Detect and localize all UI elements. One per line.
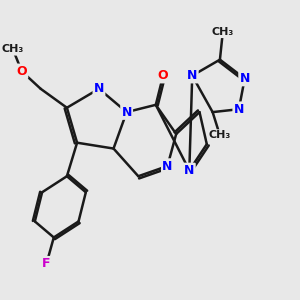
- Text: N: N: [234, 103, 244, 116]
- Text: N: N: [162, 160, 172, 172]
- Text: F: F: [42, 257, 51, 270]
- Text: N: N: [187, 69, 197, 82]
- Text: N: N: [184, 164, 194, 177]
- Text: CH₃: CH₃: [2, 44, 24, 54]
- Text: N: N: [122, 106, 132, 118]
- Text: CH₃: CH₃: [212, 27, 234, 37]
- Text: N: N: [94, 82, 104, 95]
- Text: CH₃: CH₃: [209, 130, 231, 140]
- Text: O: O: [158, 69, 168, 82]
- Text: O: O: [16, 65, 27, 78]
- Text: N: N: [239, 72, 250, 85]
